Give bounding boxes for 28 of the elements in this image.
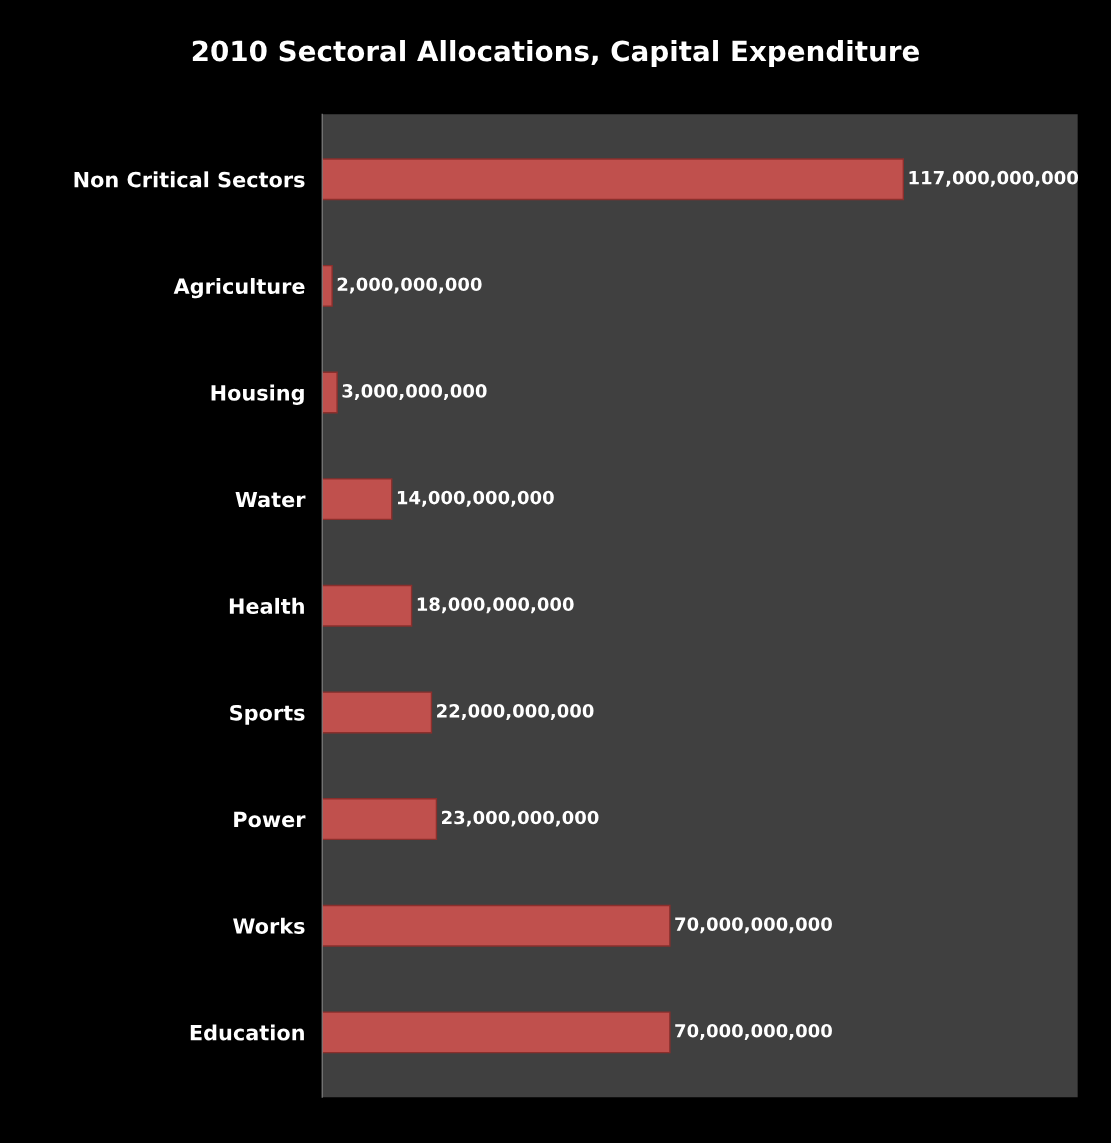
y-tick-label: Works [233, 917, 305, 934]
bar [322, 478, 393, 521]
bar [322, 264, 333, 307]
data-label: 70,000,000,000 [675, 1023, 832, 1040]
bar [322, 371, 338, 414]
bar [322, 158, 905, 201]
chart-title: 2010 Sectoral Allocations, Capital Expenditure [192, 40, 919, 67]
bar [322, 691, 433, 734]
y-tick-label: Education [190, 1024, 304, 1041]
y-tick-label: Sports [230, 704, 305, 725]
data-label: 2,000,000,000 [337, 277, 482, 294]
y-tick-label: Non Critical Sectors [74, 171, 305, 188]
bar [322, 798, 438, 841]
data-label: 18,000,000,000 [417, 597, 574, 614]
bar [322, 904, 671, 947]
bar [322, 584, 413, 627]
y-tick-label: Water [235, 491, 306, 508]
data-label: 70,000,000,000 [675, 917, 832, 934]
y-tick-label: Housing [211, 384, 304, 405]
bar [322, 1011, 671, 1054]
data-label: 3,000,000,000 [342, 384, 487, 401]
y-tick-label: Agriculture [173, 277, 305, 299]
y-tick-label: Power [234, 811, 306, 828]
y-tick-label: Health [229, 597, 304, 614]
data-label: 23,000,000,000 [442, 810, 599, 827]
data-label: 14,000,000,000 [397, 490, 554, 507]
data-label: 117,000,000,000 [909, 170, 1078, 187]
data-label: 22,000,000,000 [437, 704, 594, 720]
